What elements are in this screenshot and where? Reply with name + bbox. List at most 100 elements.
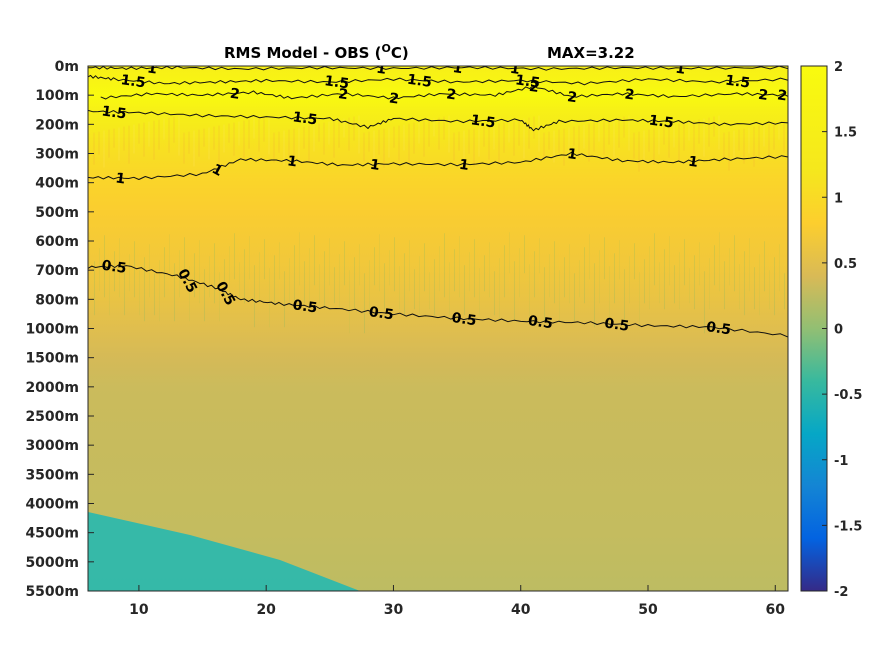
heatmap-streak xyxy=(759,254,760,316)
heatmap-streak xyxy=(573,126,575,146)
heatmap-streak xyxy=(653,128,655,165)
heatmap-streak xyxy=(504,245,505,298)
heatmap-streak xyxy=(384,263,385,310)
y-tick-label: 1500m xyxy=(25,351,79,367)
y-tick-label: 3000m xyxy=(25,438,79,454)
contour-labels: 1 1 1 1 11 10.5 0.5 0.5 0.5 0.5 0.5 0.5 0.5 0.51.5 1.5… xyxy=(101,60,788,338)
y-tick-label: 3500m xyxy=(25,467,79,483)
heatmap-streak xyxy=(769,270,770,310)
heatmap-streak xyxy=(523,118,525,159)
contour-label: 2 xyxy=(776,87,788,104)
heatmap-streak xyxy=(203,128,205,147)
heatmap-streak xyxy=(638,131,640,172)
heatmap-streak xyxy=(284,271,285,328)
colorbar-tick-label: -1 xyxy=(834,454,848,469)
heatmap-streak xyxy=(579,260,580,298)
contour-label: 2 xyxy=(445,86,457,103)
heatmap-streak xyxy=(253,118,255,139)
heatmap-streak xyxy=(764,241,765,292)
heatmap-streak xyxy=(528,117,530,149)
heatmap-streak xyxy=(773,122,775,150)
heatmap-streak xyxy=(193,130,195,167)
chart-title: RMS Model - OBS (OC) xyxy=(224,42,409,62)
contour-label: 2 xyxy=(229,86,241,103)
heatmap-streak xyxy=(373,130,375,165)
heatmap-streak xyxy=(529,264,530,322)
heatmap-streak xyxy=(479,268,480,316)
heatmap-streak xyxy=(678,123,680,161)
heatmap-streak xyxy=(99,248,100,292)
heatmap-streak xyxy=(729,248,730,286)
heatmap-streak xyxy=(684,239,685,286)
contour-line xyxy=(88,264,788,338)
heatmap-streak xyxy=(563,128,565,166)
heatmap-streak xyxy=(343,118,345,138)
heatmap-streak xyxy=(449,262,450,316)
heatmap-streak xyxy=(113,128,115,148)
contour-label: 1 xyxy=(509,61,521,78)
heatmap-streak xyxy=(439,246,440,292)
heatmap-streak xyxy=(753,126,755,167)
heatmap-streak xyxy=(459,236,460,298)
x-tick-label: 40 xyxy=(511,602,531,618)
heatmap-streak xyxy=(134,241,135,298)
heatmap-streak xyxy=(458,131,460,151)
heatmap-streak xyxy=(494,271,495,316)
colorbar-tick-label: -0.5 xyxy=(834,388,862,403)
heatmap-streak xyxy=(763,124,765,147)
contour-label: 1.5 xyxy=(120,72,147,91)
heatmap-streak xyxy=(593,122,595,152)
heatmap-streak xyxy=(733,130,735,161)
contour-label: 0.5 xyxy=(368,304,395,323)
heatmap-streak xyxy=(228,123,230,143)
heatmap-streak xyxy=(779,244,780,292)
heatmap-streak xyxy=(503,122,505,153)
heatmap-streak xyxy=(178,115,180,156)
heatmap-streak xyxy=(404,253,405,316)
heatmap-streak xyxy=(663,126,665,145)
y-tick-label: 100m xyxy=(35,88,79,104)
heatmap-streak xyxy=(428,119,430,147)
colorbar-tick-label: -2 xyxy=(834,585,848,600)
contour-label: 1 xyxy=(369,157,381,174)
heatmap-streak xyxy=(214,243,215,304)
heatmap-streak xyxy=(784,273,785,310)
heatmap-streak xyxy=(534,251,535,298)
heatmap-streak xyxy=(454,249,455,292)
x-tick-label: 50 xyxy=(638,602,658,618)
heatmap-streak xyxy=(768,123,770,160)
contour-label: 1 xyxy=(146,60,158,77)
y-tick-label: 5500m xyxy=(25,584,79,600)
contour-line xyxy=(100,84,788,100)
heatmap-streak xyxy=(328,121,330,145)
heatmap-streak xyxy=(239,262,240,298)
heatmap-streak xyxy=(313,124,315,152)
heatmap-streak xyxy=(524,235,525,274)
heatmap-streak xyxy=(584,247,585,304)
heatmap-streak xyxy=(414,269,415,310)
heatmap-streak xyxy=(388,127,390,158)
contour-label: 1 xyxy=(687,154,699,171)
heatmap-streak xyxy=(248,119,250,149)
heatmap-streak xyxy=(433,118,435,137)
heatmap-streak xyxy=(204,269,205,322)
contour-label: 2 xyxy=(624,87,636,104)
heatmap-streak xyxy=(693,120,695,154)
heatmap-streak xyxy=(294,245,295,310)
heatmap-streak xyxy=(669,236,670,286)
heatmap-streak xyxy=(429,272,430,310)
heatmap-streak xyxy=(334,267,335,304)
contour-label: 2 xyxy=(757,87,769,104)
heatmap-streak xyxy=(674,265,675,304)
heatmap-streak xyxy=(129,254,130,292)
heatmap-streak xyxy=(194,253,195,298)
heatmap-streak xyxy=(613,118,615,158)
heatmap-streak xyxy=(304,261,305,304)
heatmap-streak xyxy=(498,123,500,163)
heatmap-streak xyxy=(594,263,595,328)
heatmap-streak xyxy=(744,251,745,316)
contour-label: 1 xyxy=(286,153,298,170)
heatmap-streak xyxy=(713,116,715,137)
y-tick-label: 200m xyxy=(35,117,79,133)
